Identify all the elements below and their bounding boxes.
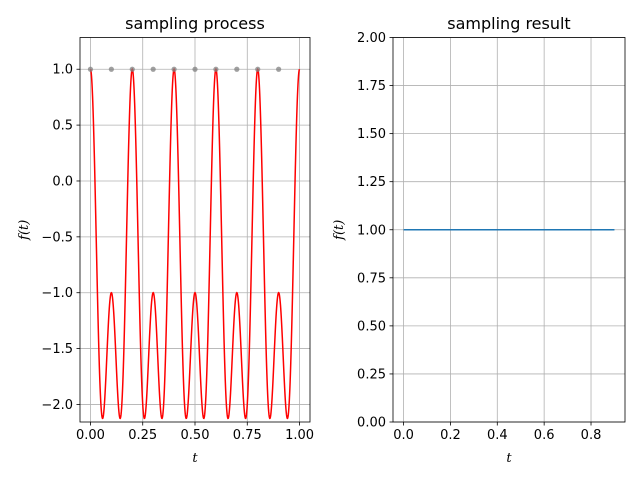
ticks: 0.0 0.2 0.4 0.6 0.8 2.00 1.75 1.50 1.25 1.00 0.75 0… [357, 31, 601, 443]
sample-point [213, 66, 219, 72]
y-tick-label: 1.75 [357, 79, 386, 94]
x-tick-label: 0.0 [393, 428, 414, 443]
ticks: 0.00 0.25 0.50 0.75 1.00 1.0 0.5 0.0 −0.5 −1.0 −1.… [41, 63, 314, 443]
x-tick-label: 0.50 [181, 428, 210, 443]
x-tick-label: 0.6 [534, 428, 555, 443]
x-tick-label: 0.4 [487, 428, 508, 443]
sample-point [87, 66, 94, 72]
chart-title: sampling result [447, 14, 570, 33]
y-tick-label: 1.00 [357, 223, 386, 238]
y-tick-label: 0.25 [357, 367, 386, 382]
plot-sampling-process: 0.00 0.25 0.50 0.75 1.00 1.0 0.5 0.0 −0.5 −1.0 −1.… [17, 14, 314, 466]
y-tick-label: 0.0 [52, 174, 73, 189]
y-tick-label: 0.5 [52, 119, 73, 134]
y-tick-label: 0.50 [357, 319, 386, 334]
y-axis-label: f(t) [332, 220, 347, 241]
y-tick-label: 1.0 [52, 63, 73, 78]
x-axis-label: t [506, 451, 512, 466]
y-tick-label: −1.0 [41, 286, 73, 301]
plot-area [87, 66, 301, 420]
signal-line [89, 67, 301, 420]
sample-point [129, 66, 135, 72]
y-tick-label: 0.75 [357, 271, 386, 286]
y-tick-label: 0.00 [357, 416, 386, 431]
y-tick-label: −2.0 [41, 398, 73, 413]
x-axis-label: t [192, 451, 198, 466]
sample-point [276, 66, 282, 72]
x-tick-label: 0.25 [128, 428, 157, 443]
sample-point [150, 66, 156, 72]
sample-point [255, 66, 261, 72]
y-tick-label: −0.5 [41, 230, 73, 245]
x-tick-label: 0.00 [76, 428, 105, 443]
y-tick-label: 1.25 [357, 175, 386, 190]
plot-sampling-result: 0.0 0.2 0.4 0.6 0.8 2.00 1.75 1.50 1.25 1.00 0.75 0… [332, 14, 626, 466]
sample-point [171, 66, 177, 72]
x-tick-label: 0.75 [233, 428, 262, 443]
sample-point [108, 66, 114, 72]
chart-title: sampling process [125, 14, 265, 33]
sample-point [234, 66, 240, 72]
y-axis-label: f(t) [17, 220, 32, 241]
sample-point [192, 66, 198, 72]
y-tick-label: 1.50 [357, 127, 386, 142]
x-tick-label: 1.00 [285, 428, 314, 443]
x-tick-label: 0.2 [440, 428, 461, 443]
y-tick-label: 2.00 [357, 31, 386, 46]
x-tick-label: 0.8 [581, 428, 602, 443]
y-tick-label: −1.5 [41, 342, 73, 357]
